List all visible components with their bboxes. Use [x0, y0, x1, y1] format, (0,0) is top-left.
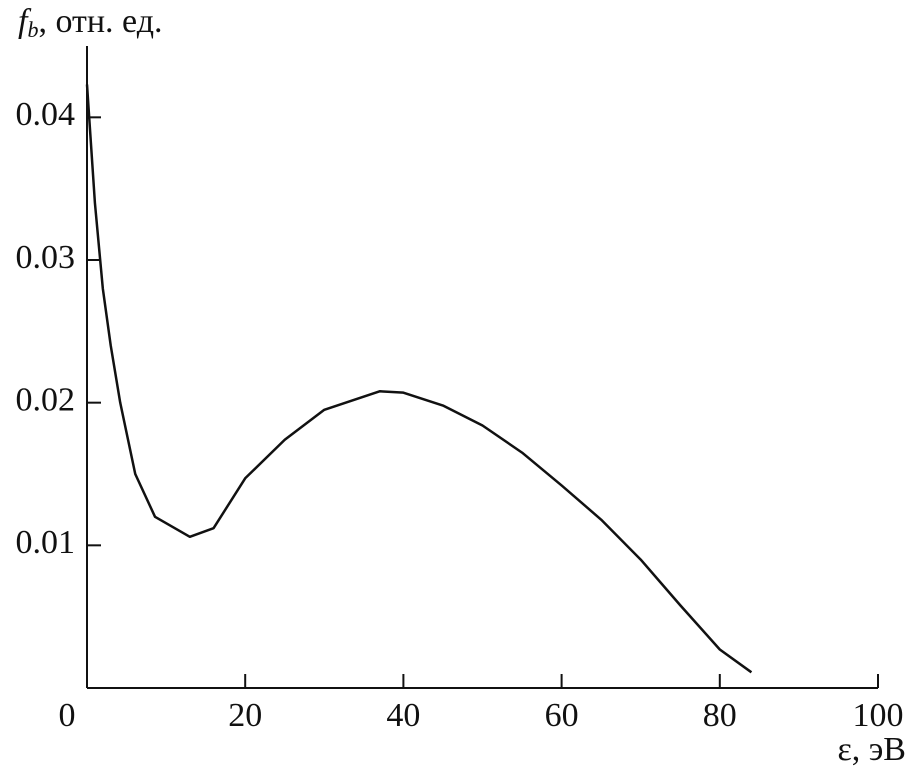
x-axis-label: ε, эВ	[837, 731, 906, 768]
y-tick-label: 0.04	[16, 96, 76, 133]
x-tick-label: 0	[59, 697, 76, 734]
x-tick-label: 60	[545, 697, 579, 734]
x-tick-label: 100	[853, 697, 904, 734]
x-tick-label: 40	[386, 697, 420, 734]
y-tick-label: 0.01	[16, 524, 76, 561]
y-label-sub: b	[27, 17, 38, 42]
y-axis-label: fb, отн. ед.	[18, 3, 163, 42]
x-tick-label: 20	[228, 697, 262, 734]
y-tick-label: 0.02	[16, 381, 76, 418]
y-label-unit: , отн. ед.	[38, 3, 162, 40]
y-tick-label: 0.03	[16, 239, 76, 276]
x-tick-label: 80	[703, 697, 737, 734]
data-line	[85, 84, 753, 674]
